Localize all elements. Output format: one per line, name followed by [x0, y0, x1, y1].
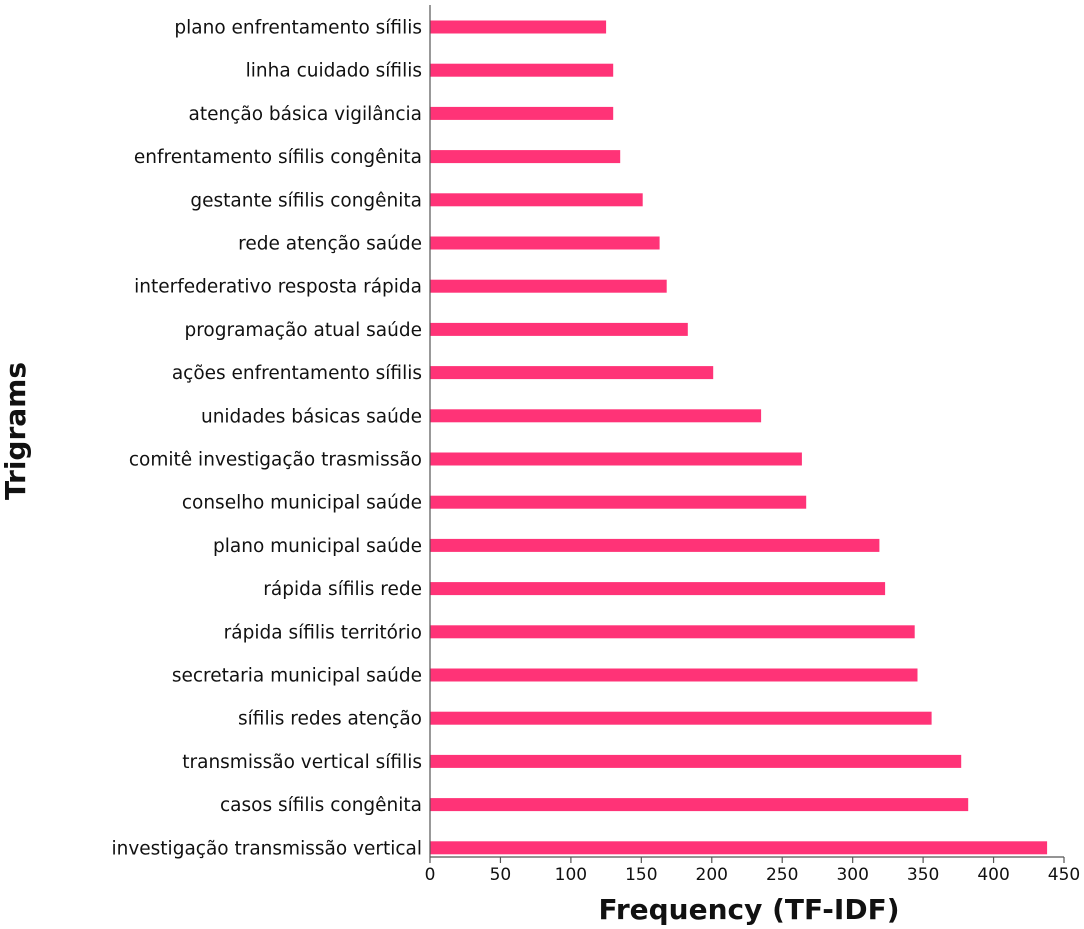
- bar: [430, 322, 688, 336]
- category-label: ações enfrentamento sífilis: [172, 363, 422, 384]
- x-tick-label: 250: [766, 865, 798, 885]
- bar: [430, 582, 886, 596]
- category-label: plano enfrentamento sífilis: [174, 18, 422, 39]
- bar: [430, 366, 714, 380]
- bar: [430, 538, 880, 552]
- category-label: investigação transmissão vertical: [111, 838, 422, 859]
- x-axis-title: Frequency (TF-IDF): [599, 893, 900, 926]
- x-ticks: 0 50 100 150 200 250 300 350 400 450: [425, 857, 1080, 885]
- x-tick-label: 150: [625, 865, 657, 885]
- category-label: rápida sífilis rede: [263, 579, 422, 600]
- bar: [430, 409, 762, 423]
- bar: [430, 193, 643, 207]
- x-tick-label: 50: [490, 865, 512, 885]
- category-label: gestante sífilis congênita: [190, 190, 422, 211]
- category-label: plano municipal saúde: [213, 536, 422, 557]
- category-label: rede atenção saúde: [238, 234, 422, 255]
- category-label: conselho municipal saúde: [182, 493, 422, 514]
- category-label: atenção básica vigilância: [189, 104, 422, 125]
- bar: [430, 150, 621, 164]
- bar: [430, 279, 667, 293]
- x-tick-label: 300: [836, 865, 868, 885]
- x-tick-label: 200: [696, 865, 728, 885]
- x-tick-label: 450: [1048, 865, 1080, 885]
- category-label: enfrentamento sífilis congênita: [134, 147, 422, 168]
- category-label: casos sífilis congênita: [220, 795, 422, 816]
- bar: [430, 754, 962, 768]
- bar: [430, 63, 614, 77]
- bars-group: [430, 20, 1048, 855]
- bar: [430, 20, 607, 34]
- bar: [430, 106, 614, 120]
- category-label: interfederativo resposta rápida: [134, 277, 422, 298]
- category-label: rápida sífilis território: [224, 622, 422, 643]
- category-labels: plano enfrentamento sífilis linha cuidado…: [111, 18, 422, 860]
- category-label: secretaria municipal saúde: [172, 666, 422, 687]
- x-tick-label: 0: [425, 865, 436, 885]
- bar: [430, 798, 969, 812]
- x-tick-label: 350: [907, 865, 939, 885]
- bar: [430, 236, 660, 250]
- category-label: programação atual saúde: [184, 320, 422, 341]
- bar: [430, 625, 915, 639]
- bar: [430, 495, 807, 509]
- category-label: linha cuidado sífilis: [246, 61, 422, 82]
- bar: [430, 452, 802, 466]
- category-label: sífilis redes atenção: [238, 709, 422, 730]
- x-tick-label: 400: [977, 865, 1009, 885]
- y-axis-title: Trigrams: [0, 362, 32, 500]
- category-label: unidades básicas saúde: [201, 406, 422, 427]
- bar: [430, 711, 932, 725]
- bar: [430, 668, 918, 682]
- category-label: comitê investigação trasmissão: [129, 450, 422, 471]
- x-tick-label: 100: [555, 865, 587, 885]
- bar: [430, 841, 1048, 855]
- category-label: transmissão vertical sífilis: [182, 752, 422, 773]
